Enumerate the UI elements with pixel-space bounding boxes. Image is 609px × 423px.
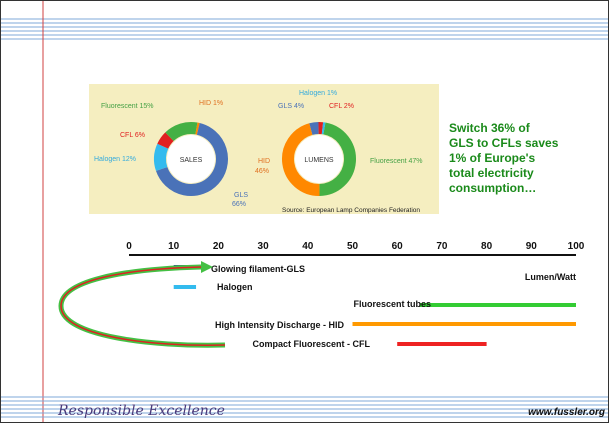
axis-tick-label: 90 (526, 241, 538, 252)
sales-slice-gls (155, 123, 228, 196)
axis-tick-label: 60 (392, 241, 404, 252)
axis-tick-label: 70 (436, 241, 448, 252)
axis-unit: Lumen/Watt (525, 272, 576, 282)
axis-tick-label: 100 (568, 241, 585, 252)
pie-chart-panel (89, 84, 439, 214)
footer-url[interactable]: www.fussler.org (528, 407, 605, 418)
axis-tick-label: 50 (347, 241, 359, 252)
axis-tick-label: 0 (126, 241, 132, 252)
lumens-label-cfl: CFL 2% (329, 103, 354, 110)
sales-label-gls-pct: 66% (232, 201, 246, 208)
source-caption: Source: European Lamp Companies Federati… (282, 207, 420, 214)
lumens-label-hid: HID (258, 158, 270, 165)
loop-arrow (58, 261, 226, 348)
lumens-slice-gls (309, 122, 319, 135)
label-hid: High Intensity Discharge - HID (215, 320, 345, 330)
callout-line-3: 1% of Europe's (449, 151, 536, 165)
callout-line-2: GLS to CFLs saves (449, 136, 559, 150)
lumens-slice-hid (282, 123, 320, 196)
donut-lumens: LUMENS Halogen 1% GLS 4% CFL 2% HID 46% … (255, 90, 423, 196)
lumens-label-gls: GLS 4% (278, 103, 304, 110)
sales-label-hid: HID 1% (199, 100, 223, 107)
axis-tick-label: 20 (213, 241, 225, 252)
lumens-label-halogen: Halogen 1% (299, 90, 337, 97)
donut-sales: SALES Fluorescent 15% HID 1% CFL 6% Halo… (94, 100, 248, 208)
bottom-stripes (1, 396, 608, 418)
sales-label-gls: GLS (234, 192, 248, 199)
axis-tick-label: 10 (168, 241, 180, 252)
lumens-label-fluorescent: Fluorescent 47% (370, 158, 423, 165)
lumens-label-hid-pct: 46% (255, 168, 269, 175)
sales-hole (167, 135, 215, 183)
axis-tick-label: 80 (481, 241, 493, 252)
efficacy-ranges (173, 265, 576, 346)
label-cfl: Compact Fluorescent - CFL (252, 339, 370, 349)
lumens-slice-fluorescent (318, 122, 356, 196)
efficacy-axis: 0 10 20 30 40 50 60 70 80 90 100 Lumen/Watt (126, 241, 585, 282)
callout-text: Switch 36% of GLS to CFLs saves 1% of Eu… (449, 121, 559, 195)
arrow-head-icon (201, 261, 213, 273)
sales-slice-cfl (157, 132, 174, 149)
callout-line-5: consumption… (449, 181, 536, 195)
sales-label-halogen: Halogen 12% (94, 156, 136, 163)
lumens-center-label: LUMENS (304, 157, 334, 164)
label-fluorescent: Fluorescent tubes (353, 299, 431, 309)
sales-slice-halogen (154, 143, 169, 171)
sales-label-cfl: CFL 6% (120, 132, 145, 139)
axis-tick-label: 40 (302, 241, 314, 252)
callout-line-1: Switch 36% of (449, 121, 531, 135)
axis-tick-label: 30 (258, 241, 270, 252)
footer-brand: Responsible Excellence (57, 403, 225, 419)
lumens-hole (295, 135, 343, 183)
top-stripes (1, 18, 608, 40)
sales-label-fluorescent: Fluorescent 15% (101, 103, 154, 110)
label-gls: Glowing filament-GLS (211, 264, 305, 274)
label-halogen: Halogen (217, 282, 253, 292)
sales-slice-fluorescent (165, 122, 198, 142)
sales-center-label: SALES (180, 157, 203, 164)
callout-line-4: total electricity (449, 166, 534, 180)
